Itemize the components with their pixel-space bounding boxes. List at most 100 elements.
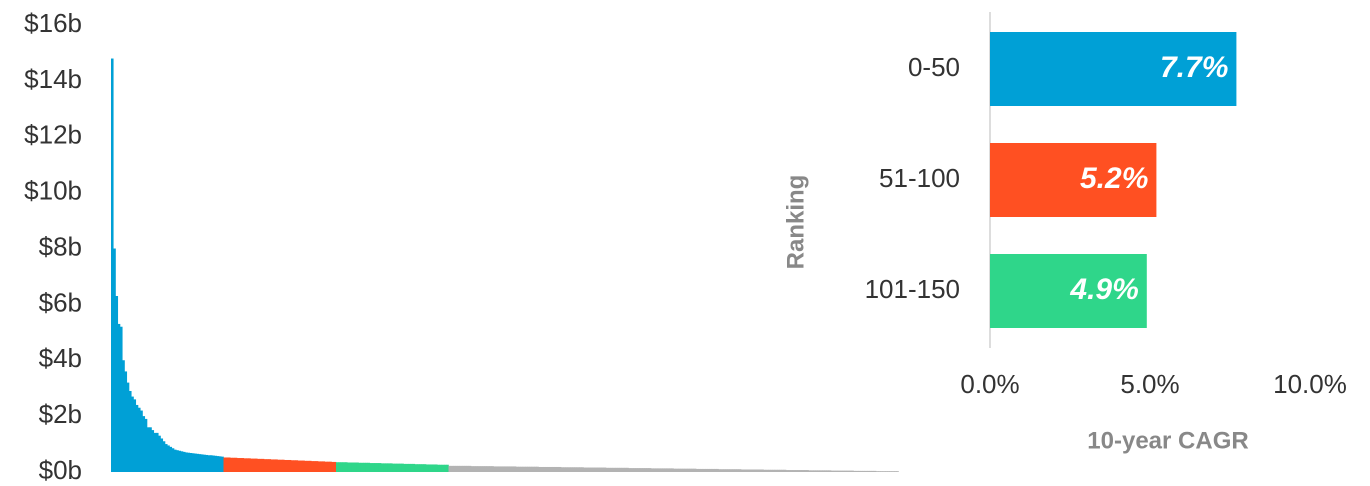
- bar: [516, 466, 519, 472]
- bar: [531, 466, 535, 472]
- bar: [855, 470, 859, 472]
- bar: [437, 464, 440, 472]
- bar: [180, 451, 184, 472]
- bar: [732, 469, 735, 472]
- bar: [381, 463, 384, 472]
- bar: [113, 248, 116, 472]
- bar: [626, 467, 629, 472]
- bar: [781, 469, 785, 472]
- bar: [354, 462, 357, 472]
- bar: [185, 452, 188, 472]
- bar: [392, 463, 395, 472]
- bar: [648, 468, 652, 472]
- bar: [311, 461, 314, 472]
- bar: [862, 470, 866, 472]
- bar: [210, 455, 213, 472]
- bar: [630, 468, 634, 472]
- value-label: 5.2%: [1080, 162, 1148, 195]
- bar: [891, 471, 895, 472]
- bar: [273, 459, 276, 472]
- bar: [804, 470, 807, 472]
- bar: [849, 470, 852, 472]
- bar: [327, 461, 330, 472]
- bar: [304, 460, 308, 472]
- bar: [545, 466, 548, 472]
- bar: [302, 460, 305, 472]
- bar: [165, 444, 168, 472]
- bar: [808, 470, 812, 472]
- bar: [315, 461, 319, 472]
- bar: [428, 464, 431, 472]
- bar: [552, 466, 555, 472]
- bar: [383, 463, 386, 472]
- bar: [237, 458, 240, 472]
- bar: [131, 396, 134, 472]
- bar: [673, 468, 677, 472]
- bar: [480, 466, 483, 472]
- bar: [257, 458, 260, 472]
- bar: [759, 469, 762, 472]
- bar: [819, 470, 823, 472]
- bar: [401, 463, 404, 472]
- bar: [329, 461, 332, 472]
- bar: [547, 466, 551, 472]
- bar: [615, 467, 618, 472]
- y-tick-label: $12b: [24, 120, 82, 150]
- bar: [205, 454, 209, 472]
- bar: [214, 455, 218, 472]
- bar: [801, 470, 805, 472]
- bar: [507, 466, 510, 472]
- bar: [563, 467, 566, 472]
- bar: [142, 416, 146, 472]
- bar: [725, 469, 728, 472]
- bar: [239, 458, 242, 472]
- bar: [450, 465, 454, 472]
- bar: [572, 467, 575, 472]
- bar: [309, 460, 312, 472]
- bar: [810, 470, 814, 472]
- bar: [783, 469, 787, 472]
- bar: [678, 468, 681, 472]
- bar: [702, 468, 706, 472]
- bar: [711, 468, 715, 472]
- bar: [423, 464, 427, 472]
- bar: [275, 459, 278, 472]
- bar: [671, 468, 674, 472]
- y-tick-label: 0-50: [908, 52, 960, 82]
- bar: [882, 471, 886, 472]
- bar: [799, 470, 803, 472]
- bar: [162, 441, 166, 472]
- bar: [662, 468, 665, 472]
- bar: [655, 468, 659, 472]
- bar: [990, 254, 1147, 328]
- bar: [894, 471, 897, 472]
- bar: [797, 470, 800, 472]
- bar: [493, 466, 497, 472]
- bar: [266, 459, 269, 472]
- bar: [691, 468, 695, 472]
- bar: [788, 470, 791, 472]
- bar: [111, 58, 114, 473]
- bar: [770, 469, 773, 472]
- bar: [174, 449, 177, 472]
- bar: [410, 463, 413, 472]
- bar: [365, 462, 368, 472]
- bar: [889, 471, 893, 472]
- bar: [837, 470, 841, 472]
- bar: [511, 466, 515, 472]
- bar: [826, 470, 830, 472]
- bar: [621, 467, 625, 472]
- bar: [540, 466, 544, 472]
- bar: [453, 465, 456, 472]
- bar: [336, 462, 339, 472]
- bar: [813, 470, 816, 472]
- bar: [140, 410, 143, 472]
- bar: [745, 469, 749, 472]
- bar: [869, 470, 872, 472]
- bar: [684, 468, 688, 472]
- bar: [149, 427, 152, 472]
- y-tick-label: $16b: [24, 8, 82, 38]
- bar: [840, 470, 843, 472]
- bar: [639, 468, 643, 472]
- bar: [822, 470, 825, 472]
